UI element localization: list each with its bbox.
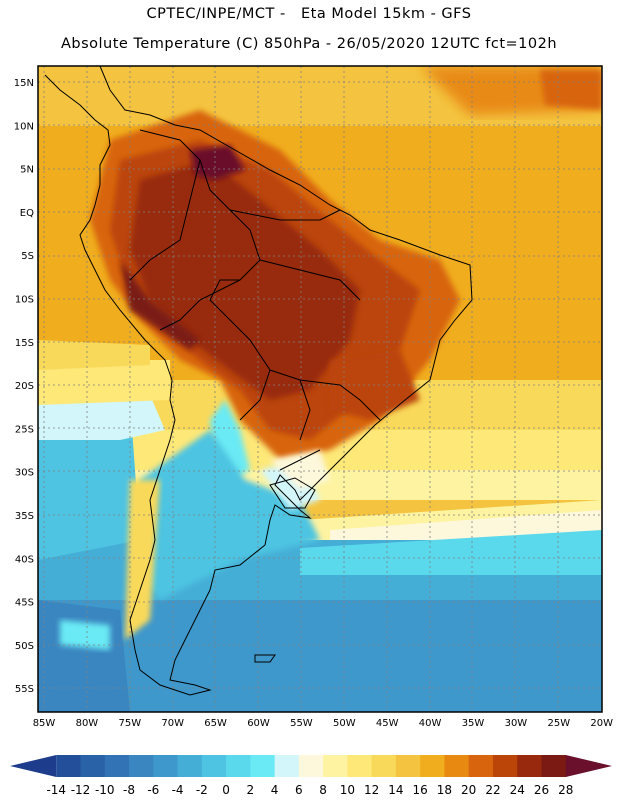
colorbar-tick-label: 12	[364, 783, 379, 797]
lat-label: 5S	[21, 251, 34, 262]
colorbar-swatch	[323, 755, 348, 777]
colorbar-tick-label: -2	[196, 783, 208, 797]
colorbar: -14 -12 -10 -8 -6 -4 -2 0 2 4 6 8 10 12 14 16 18 20 22 24 26…	[10, 755, 612, 797]
longitude-labels: 85W 80W 75W 70W 65W 60W 55W 50W 45W 40W 35W 30W 25W 2…	[33, 718, 613, 729]
colorbar-swatch	[444, 755, 470, 777]
lon-label: 65W	[204, 718, 227, 729]
lat-label: 15S	[15, 338, 34, 349]
lat-label: 55S	[15, 684, 34, 695]
coastlines	[44, 66, 473, 696]
colorbar-swatch	[104, 755, 130, 777]
colorbar-tick-label: 6	[295, 783, 303, 797]
colorbar-tick-label: 8	[319, 783, 327, 797]
colorbar-swatch	[492, 755, 518, 777]
lat-label: 40S	[15, 554, 34, 565]
lon-label: 80W	[76, 718, 99, 729]
lat-label: 35S	[15, 511, 34, 522]
colorbar-swatch	[153, 755, 179, 777]
lon-label: 35W	[462, 718, 485, 729]
lat-label: 10N	[14, 121, 34, 132]
colorbar-swatch	[298, 755, 324, 777]
colorbar-tick-label: 26	[534, 783, 549, 797]
lon-label: 85W	[33, 718, 56, 729]
colorbar-swatch	[10, 755, 57, 777]
lat-label: EQ	[20, 208, 34, 219]
colorbar-swatch	[129, 755, 154, 777]
temperature-field	[38, 66, 602, 712]
lon-label: 55W	[290, 718, 313, 729]
colorbar-tick-label: 16	[413, 783, 428, 797]
lat-label: 25S	[15, 424, 34, 435]
colorbar-swatch	[517, 755, 542, 777]
colorbar-tick-label: 18	[437, 783, 452, 797]
colorbar-tick-label: 2	[247, 783, 255, 797]
latitude-labels: 15N 10N 5N EQ 5S 10S 15S 20S 25S 30S 35S 40S 45S 50S 5…	[14, 78, 34, 695]
lat-label: 20S	[15, 381, 34, 392]
colorbar-tick-label: -4	[172, 783, 184, 797]
lat-label: 45S	[15, 598, 34, 609]
colorbar-tick-label: -12	[71, 783, 91, 797]
lon-label: 30W	[505, 718, 528, 729]
lon-label: 50W	[333, 718, 356, 729]
colorbar-tick-label: 24	[510, 783, 525, 797]
lat-label: 30S	[15, 468, 34, 479]
colorbar-swatch	[541, 755, 567, 777]
colorbar-swatch	[395, 755, 421, 777]
colorbar-tick-label: 20	[461, 783, 476, 797]
map-title-line1: CPTEC/INPE/MCT - Eta Model 15km - GFS	[146, 6, 472, 22]
lat-label: 50S	[15, 641, 34, 652]
colorbar-tick-label: 22	[485, 783, 500, 797]
colorbar-swatch	[250, 755, 276, 777]
colorbar-tick-label: -8	[123, 783, 135, 797]
colorbar-tick-label: 14	[388, 783, 403, 797]
colorbar-tick-label: -14	[46, 783, 66, 797]
colorbar-tick-label: 10	[340, 783, 355, 797]
colorbar-swatch	[226, 755, 251, 777]
colorbar-swatch	[347, 755, 373, 777]
lat-label: 5N	[20, 165, 34, 176]
lat-label: 15N	[14, 78, 34, 89]
lat-label: 10S	[15, 295, 34, 306]
lon-label: 25W	[547, 718, 570, 729]
colorbar-tick-label: 0	[222, 783, 230, 797]
colorbar-tick-label: -10	[95, 783, 115, 797]
colorbar-swatch	[371, 755, 397, 777]
map-title-line2: Absolute Temperature (C) 850hPa - 26/05/…	[60, 36, 558, 52]
colorbar-tick-label: 4	[271, 783, 279, 797]
lon-label: 70W	[161, 718, 184, 729]
lon-label: 20W	[590, 718, 613, 729]
lon-label: 60W	[247, 718, 270, 729]
colorbar-tick-label: -6	[147, 783, 159, 797]
colorbar-swatch	[565, 755, 612, 777]
colorbar-tick-label: 28	[558, 783, 573, 797]
graticule	[38, 66, 602, 712]
map-frame	[37, 65, 603, 713]
colorbar-swatch	[56, 755, 82, 777]
lon-label: 45W	[376, 718, 399, 729]
colorbar-swatch	[420, 755, 445, 777]
colorbar-swatch	[80, 755, 106, 777]
colorbar-swatch	[177, 755, 203, 777]
colorbar-swatch	[468, 755, 494, 777]
lon-label: 40W	[419, 718, 442, 729]
lon-label: 75W	[118, 718, 141, 729]
colorbar-swatch	[274, 755, 300, 777]
colorbar-swatch	[201, 755, 227, 777]
